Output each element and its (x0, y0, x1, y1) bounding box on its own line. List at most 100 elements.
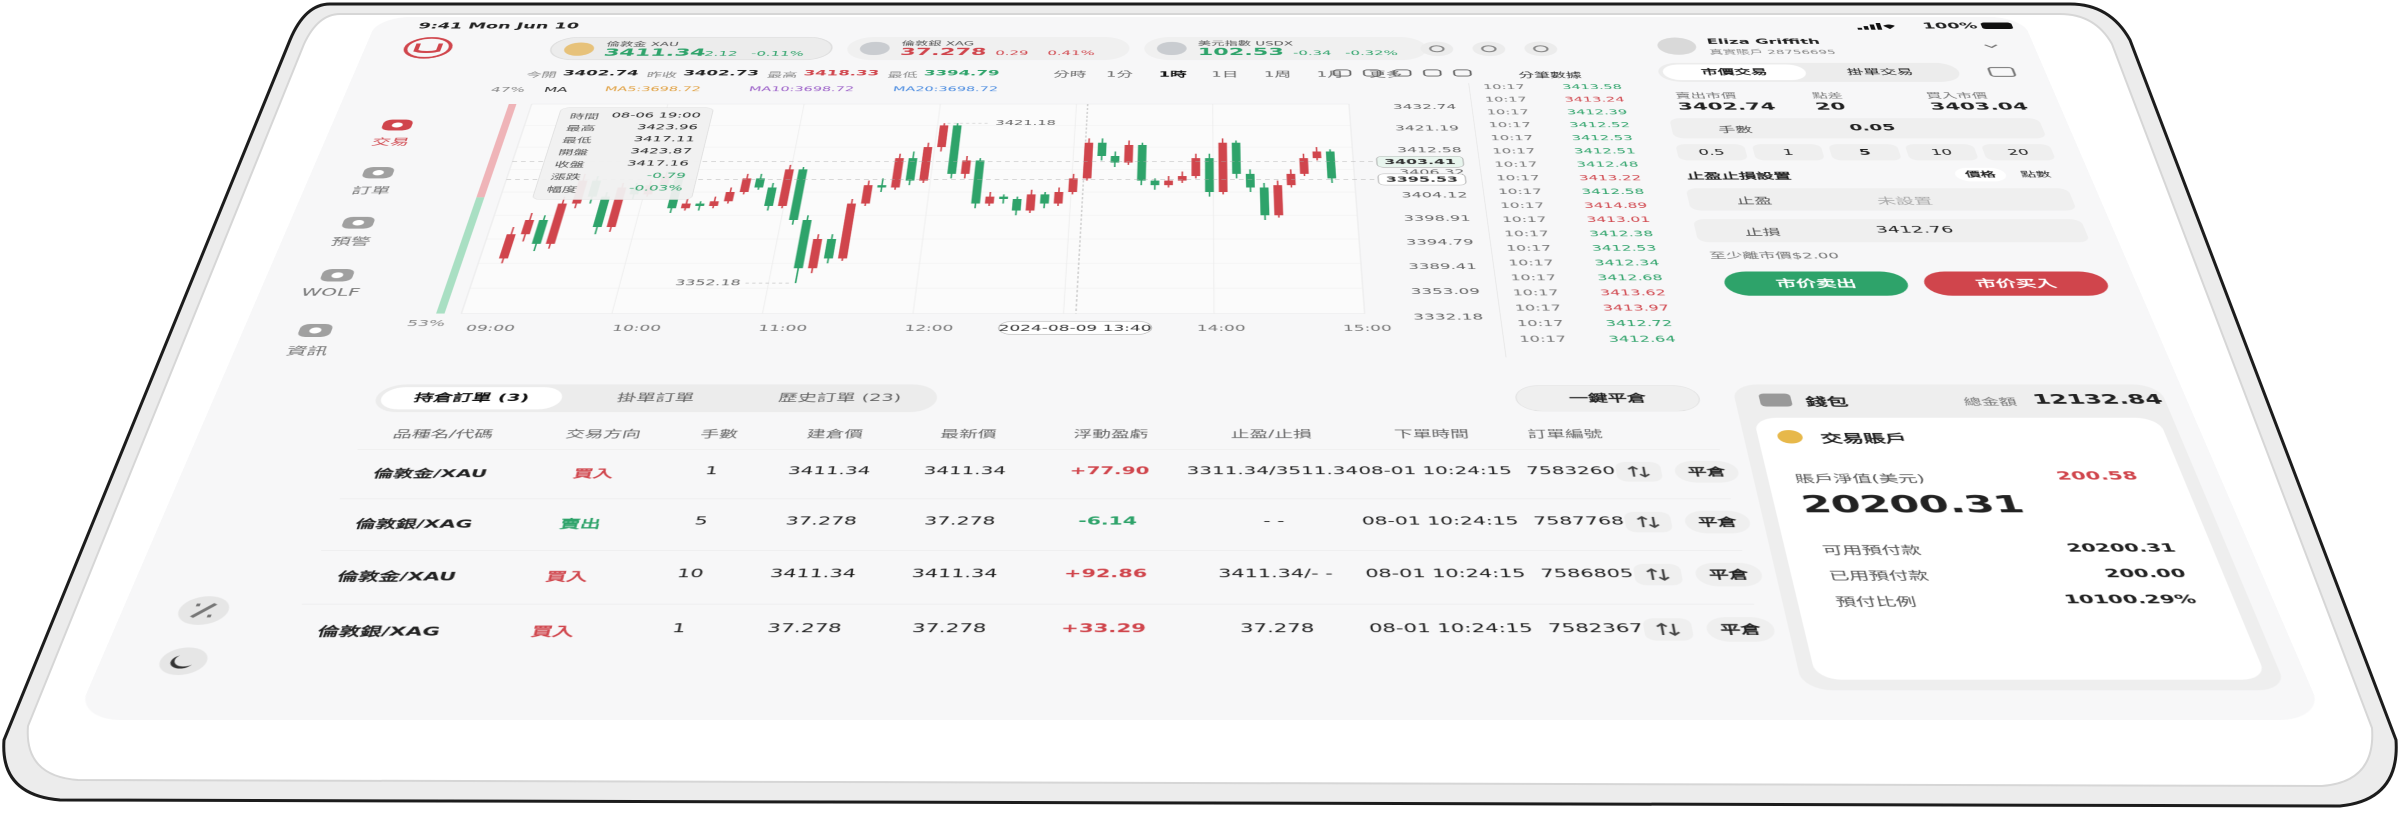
timeframe-tab[interactable]: 1周 (1263, 70, 1292, 79)
nav-item[interactable]: 訂單 (349, 185, 393, 196)
nav-item[interactable]: WOLF (298, 286, 363, 299)
battery-icon (1980, 22, 2014, 30)
close-position-button[interactable]: 平倉 (1682, 510, 1753, 534)
timeframe-tab[interactable]: 1時 (1158, 70, 1187, 79)
ticker-price: 37.278 (899, 46, 988, 58)
user-account: 真實賬戶 28756695 (1708, 48, 1837, 56)
column-header: 止盈/止損 (1230, 428, 1313, 440)
sell-button[interactable]: 市价卖出 (1721, 271, 1912, 296)
quote-label: 點差 (1810, 91, 1845, 100)
order-cell: 3411.34/- - (1218, 567, 1334, 581)
book-glyph (1988, 68, 2016, 77)
nav-icon (340, 216, 377, 229)
nav-item[interactable]: 資訊 (284, 344, 331, 358)
tooltip-label: 最低 (560, 136, 594, 145)
signal-bar (1863, 26, 1870, 30)
tape-price: 3412.68 (1596, 273, 1664, 283)
close-position-button[interactable]: 平倉 (1704, 617, 1778, 642)
timeframe-tab[interactable]: 1分 (1105, 70, 1134, 79)
promo-icon (172, 594, 235, 627)
tape-price: 3414.89 (1583, 201, 1649, 210)
time-label: 09:00 (464, 323, 516, 333)
status-battery: 100% (1921, 21, 1980, 31)
nav-item[interactable]: 預警 (329, 235, 373, 248)
tape-time: 10:17 (1499, 201, 1545, 210)
tpsl-mode[interactable]: 點數 (2019, 170, 2053, 179)
tape-price: 3413.58 (1561, 83, 1623, 91)
ticker-price: 3411.34 (602, 46, 708, 59)
kline-tooltip: 時間 08-06 19:00 最高 3423.96 最低 3417.11 開盤 3423.87… (531, 107, 715, 200)
trade-tab[interactable]: 掛單交易 (1845, 67, 1915, 77)
close-position-button[interactable]: 平倉 (1693, 562, 1765, 587)
logo-ring (402, 38, 454, 58)
column-header: 最新價 (939, 428, 998, 440)
avatar-circle (1655, 37, 1699, 55)
ticker-pill[interactable]: 倫敦銀 XAG 37.278 0.29 0.41% (845, 36, 1130, 61)
equity: 20200.31 (1798, 490, 2028, 518)
order-cell: -6.14 (1077, 514, 1138, 528)
quick-lot[interactable]: 0.5 (1675, 144, 1749, 161)
order-tab[interactable]: 掛單訂單 (615, 392, 696, 404)
candle-body (1039, 194, 1050, 204)
wifi-icon (1882, 24, 1897, 30)
account-icon (1775, 430, 1805, 444)
tooltip-value: 3423.87 (629, 147, 693, 156)
quick-lot[interactable]: 10 (1904, 144, 1980, 161)
tape-price: 3412.48 (1575, 160, 1640, 169)
tape-time: 10:17 (1507, 258, 1555, 268)
logo (397, 36, 458, 59)
order-tab[interactable]: 持倉訂單 (3) (377, 387, 565, 410)
nav-icon (360, 167, 396, 179)
tape-price: 3412.34 (1593, 258, 1661, 268)
timeframe-tab[interactable]: 1日 (1211, 70, 1239, 79)
order-tab[interactable]: 歷史訂單 (23) (777, 392, 902, 404)
quick-lot[interactable]: 5 (1827, 144, 1903, 161)
signal-bar (1875, 22, 1883, 30)
order-cell: +77.90 (1069, 464, 1150, 478)
quote-label: 買入市價 (1924, 91, 1989, 100)
quote-label: 賣出市價 (1674, 91, 1738, 100)
reverse-bg (1632, 563, 1684, 586)
tpsl-mode[interactable]: 價格 (1952, 167, 2009, 182)
ticker-change: 0.29 (994, 48, 1029, 57)
candle-body (1137, 144, 1147, 181)
header-icon-bg (1471, 41, 1507, 57)
candle-body (877, 185, 887, 188)
candle-body (1053, 192, 1064, 204)
tooltip-label: 漲跌 (549, 173, 583, 182)
close-position-button[interactable]: 平倉 (1672, 460, 1741, 483)
trade-tab[interactable]: 市價交易 (1661, 64, 1809, 81)
order-cell: 倫敦金/XAU (371, 467, 489, 481)
chart-tool (1331, 68, 1353, 78)
ratio-top: 47% (489, 85, 527, 94)
candle-body (1068, 178, 1078, 193)
tooltip-label: 時間 (568, 112, 601, 121)
tape-time: 10:17 (1509, 273, 1557, 283)
wallet-title: 錢包 (1804, 395, 1850, 409)
equity-label: 賬戶淨值(美元) (1793, 472, 1927, 485)
price-label: 3404.12 (1401, 190, 1468, 199)
ticker-pill[interactable]: 倫敦金 XAU 3411.34 -2.12 -0.11% (546, 36, 835, 61)
low-marker: 3352.18 (674, 279, 741, 288)
buy-button[interactable]: 市价买入 (1920, 271, 2113, 296)
nav-item[interactable]: 交易 (369, 136, 412, 148)
price-label: 3412.58 (1397, 145, 1463, 154)
lots-input: 手數 0.05 (1669, 118, 2047, 139)
chart-tool (1361, 68, 1383, 78)
timeframe-tab[interactable]: 分時 (1052, 70, 1087, 79)
ticker-pill[interactable]: 美元指數 USDX 102.53 -0.34 -0.32% (1143, 36, 1428, 61)
tape-price: 3412.64 (1607, 334, 1677, 345)
theme-icon (154, 647, 213, 676)
column-header: 訂單編號 (1526, 428, 1604, 440)
chart-tool (1451, 68, 1473, 78)
close-all-button[interactable]: 一鍵平倉 (1513, 385, 1703, 412)
quick-lot[interactable]: 20 (1980, 144, 2057, 161)
ma-label: MA (542, 85, 569, 94)
quick-lot[interactable]: 1 (1751, 144, 1826, 161)
nav-icon (319, 269, 356, 282)
ma-value: MA20:3698.72 (892, 85, 999, 93)
price-label: 3332.18 (1413, 312, 1484, 322)
candle-body (709, 201, 719, 206)
book-icon (1983, 66, 2022, 80)
